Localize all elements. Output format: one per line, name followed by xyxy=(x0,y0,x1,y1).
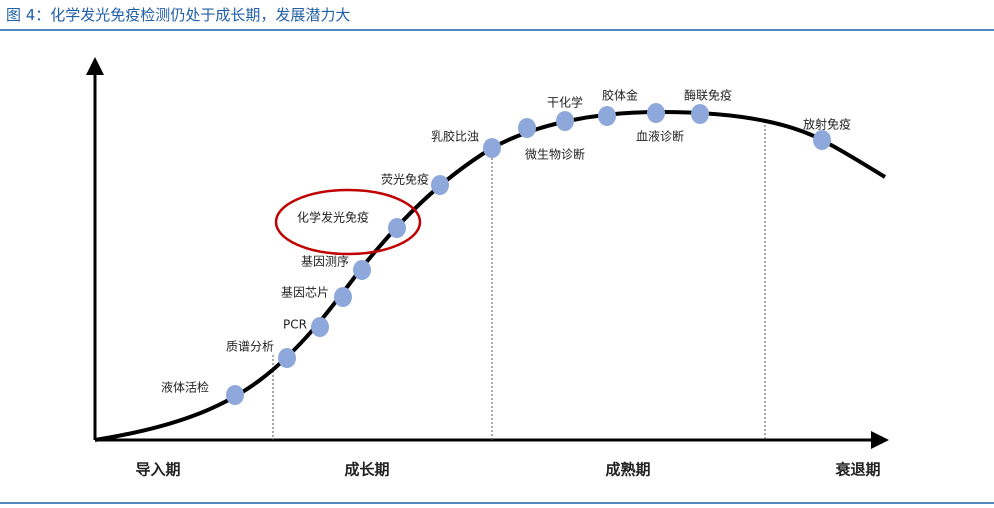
node-label: 基因测序 xyxy=(301,254,349,269)
node-label: 干化学 xyxy=(547,95,583,110)
node-label: PCR xyxy=(283,318,307,332)
node-dot xyxy=(226,385,244,405)
stage-label: 成熟期 xyxy=(605,461,650,479)
node-label: 微生物诊断 xyxy=(525,147,585,162)
node-label: 放射免疫 xyxy=(803,117,851,132)
node-dot xyxy=(813,130,831,150)
stage-label: 衰退期 xyxy=(834,461,880,479)
node-dot xyxy=(518,118,536,138)
node-label: 基因芯片 xyxy=(281,286,329,300)
highlight-ellipse xyxy=(274,188,422,256)
node-label: 化学发光免疫 xyxy=(297,210,369,225)
node-dot xyxy=(353,260,371,280)
node-dot xyxy=(647,103,665,123)
node-dot xyxy=(691,104,709,124)
figure-title: 图 4：化学发光免疫检测仍处于成长期，发展潜力大 xyxy=(6,6,351,24)
node-label: 质谱分析 xyxy=(226,340,274,354)
node-dot xyxy=(311,317,329,337)
node-dot xyxy=(334,287,352,307)
stage-label: 导入期 xyxy=(135,461,180,479)
node-label: 酶联免疫 xyxy=(684,88,732,103)
node-dot xyxy=(483,138,501,158)
node-label: 胶体金 xyxy=(602,88,638,103)
node-dot xyxy=(598,106,616,126)
stage-label: 成长期 xyxy=(344,461,389,479)
node-dot xyxy=(556,111,574,131)
node-label: 乳胶比浊 xyxy=(431,129,479,144)
node-label: 血液诊断 xyxy=(636,129,684,144)
node-dot xyxy=(388,218,406,238)
node-label: 荧光免疫 xyxy=(381,172,429,187)
node-dot xyxy=(278,348,296,368)
lifecycle-curve xyxy=(94,109,887,442)
node-label: 液体活检 xyxy=(161,380,209,395)
node-dot xyxy=(431,175,449,195)
